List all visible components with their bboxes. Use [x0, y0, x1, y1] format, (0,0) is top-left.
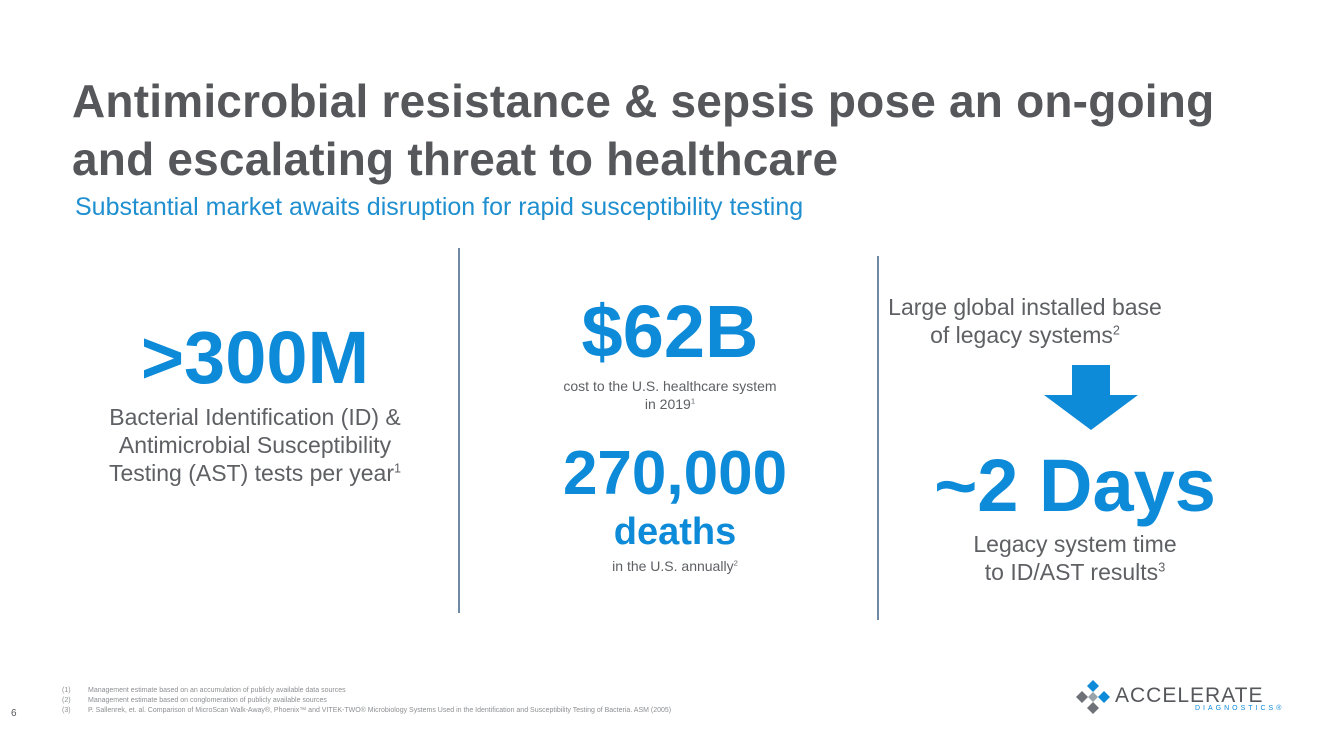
intro-line2-text: of legacy systems: [930, 322, 1113, 348]
deaths-desc-text: in the U.S. annually: [612, 558, 734, 574]
legacy-systems-intro: Large global installed base of legacy sy…: [880, 293, 1170, 349]
healthcare-cost-stat: $62B: [581, 290, 759, 373]
tests-per-year-stat: >300M: [140, 316, 370, 399]
annual-deaths-stat: 270,000: [562, 439, 788, 508]
footnote-ref: 2: [733, 558, 738, 568]
legacy-desc-line2-text: to ID/AST results: [984, 559, 1159, 585]
slide-title: Antimicrobial resistance & sepsis pose a…: [72, 72, 1272, 188]
deaths-label: deaths: [613, 511, 737, 553]
footnote-2: (2) Management estimate based on conglome…: [62, 696, 671, 706]
footnote-num: (1): [62, 687, 71, 694]
footnote-3: (3) P. Sallenrek, et. al. Comparison of M…: [62, 706, 671, 716]
footnote-ref: 1: [394, 461, 402, 476]
legacy-desc-line2: to ID/AST results3: [930, 558, 1220, 586]
intro-line1: Large global installed base: [888, 294, 1162, 320]
footnote-ref: 3: [1158, 560, 1166, 575]
tests-per-year-description: Bacterial Identification (ID) & Antimicr…: [60, 403, 450, 487]
footnotes: (1) Management estimate based on an accum…: [62, 686, 671, 716]
footnote-text: P. Sallenrek, et. al. Comparison of Micr…: [88, 707, 672, 714]
column-divider-right: [877, 256, 879, 620]
footnote-ref: 2: [1112, 323, 1120, 338]
down-arrow-icon: [1044, 365, 1138, 430]
page-number: 6: [11, 708, 17, 719]
deaths-description: in the U.S. annually2: [460, 557, 890, 575]
cost-desc-line1: cost to the U.S. healthcare system: [563, 378, 777, 394]
healthcare-cost-description: cost to the U.S. healthcare system in 20…: [460, 377, 880, 413]
legacy-desc-line1: Legacy system time: [973, 531, 1177, 557]
column-divider-left: [458, 248, 460, 613]
footnote-num: (2): [62, 697, 71, 704]
footnote-num: (3): [62, 707, 71, 714]
slide-title-line1: Antimicrobial resistance & sepsis pose a…: [72, 75, 1215, 127]
footnote-1: (1) Management estimate based on an accum…: [62, 686, 671, 696]
legacy-time-description: Legacy system time to ID/AST results3: [930, 530, 1220, 586]
logo-tagline: DIAGNOSTICS®: [1195, 705, 1285, 712]
tests-desc-line3-text: Testing (AST) tests per year: [108, 460, 394, 486]
footnote-text: Management estimate based on an accumula…: [88, 687, 346, 694]
slide-title-line2: and escalating threat to healthcare: [72, 133, 839, 185]
intro-line2: of legacy systems2: [880, 321, 1170, 349]
logo-name: ACCELERATE: [1115, 684, 1264, 707]
company-logo: ACCELERATE DIAGNOSTICS®: [1075, 679, 1300, 719]
footnote-text: Management estimate based on conglomerat…: [88, 697, 327, 704]
slide-subtitle: Substantial market awaits disruption for…: [75, 193, 804, 221]
footnote-ref: 1: [690, 396, 696, 406]
logo-mark-icon: [1076, 680, 1110, 714]
tests-desc-line3: Testing (AST) tests per year1: [60, 459, 450, 487]
tests-desc-line2: Antimicrobial Susceptibility: [118, 432, 392, 458]
cost-desc-line2: in 20191: [460, 395, 880, 413]
cost-desc-line2-text: in 2019: [644, 396, 691, 412]
tests-desc-line1: Bacterial Identification (ID) &: [109, 404, 401, 430]
legacy-time-stat: ~2 Days: [934, 444, 1216, 527]
